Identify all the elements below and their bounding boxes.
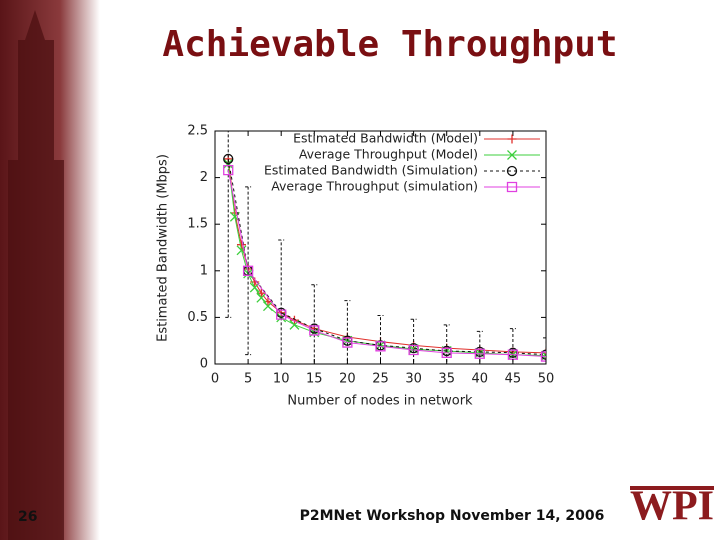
legend-label: Average Throughput (Model) bbox=[299, 147, 478, 162]
y-axis-label: Estimated Bandwidth (Mbps) bbox=[156, 154, 171, 342]
x-tick-label: 20 bbox=[339, 372, 356, 387]
page-number: 26 bbox=[18, 509, 37, 525]
marker bbox=[408, 344, 419, 356]
error-bar bbox=[509, 328, 516, 364]
y-tick-label: 1.5 bbox=[187, 217, 208, 232]
marker bbox=[540, 351, 546, 362]
marker bbox=[474, 348, 485, 359]
marker bbox=[375, 341, 386, 352]
series-line bbox=[227, 170, 546, 358]
error-bar bbox=[443, 324, 450, 364]
marker bbox=[507, 349, 519, 360]
slide-title: Achievable Throughput bbox=[162, 24, 617, 65]
legend-label: Estimated Bandwidth (Model) bbox=[293, 131, 478, 146]
error-bar bbox=[225, 131, 232, 318]
error-bar bbox=[543, 337, 546, 364]
marker bbox=[276, 309, 287, 320]
error-bar bbox=[344, 300, 351, 364]
marker bbox=[540, 349, 546, 360]
legend-label: Average Throughput (simulation) bbox=[271, 179, 478, 194]
marker bbox=[256, 292, 267, 303]
x-tick-label: 5 bbox=[244, 372, 252, 387]
marker bbox=[507, 134, 517, 144]
marker bbox=[289, 315, 299, 325]
y-tick-label: 1 bbox=[200, 263, 208, 278]
marker bbox=[223, 153, 234, 165]
x-tick-label: 35 bbox=[438, 372, 455, 387]
y-tick-label: 0.5 bbox=[187, 310, 208, 325]
marker bbox=[242, 265, 254, 276]
marker bbox=[236, 240, 246, 250]
legend-label: Estimated Bandwidth (Simulation) bbox=[264, 163, 478, 178]
marker bbox=[441, 347, 452, 358]
error-bar bbox=[476, 330, 483, 364]
x-tick-label: 50 bbox=[538, 372, 555, 387]
plot-area bbox=[223, 131, 546, 364]
error-bar bbox=[377, 315, 384, 364]
marker bbox=[309, 325, 320, 336]
x-tick-label: 0 bbox=[211, 372, 219, 387]
y-tick-label: 0 bbox=[200, 357, 208, 372]
marker bbox=[223, 164, 234, 176]
x-tick-label: 45 bbox=[505, 372, 522, 387]
x-tick-label: 15 bbox=[306, 372, 323, 387]
marker bbox=[507, 150, 517, 160]
logo-bar bbox=[630, 486, 714, 490]
footer: P2MNet Workshop November 14, 2006 bbox=[300, 508, 605, 524]
tower-silhouette bbox=[8, 10, 64, 540]
marker bbox=[506, 181, 518, 193]
logo: WPI bbox=[630, 484, 714, 530]
error-bar bbox=[410, 318, 417, 364]
x-tick-label: 40 bbox=[472, 372, 489, 387]
error-bar bbox=[278, 239, 285, 364]
x-tick-label: 10 bbox=[273, 372, 290, 387]
error-bar bbox=[245, 186, 252, 356]
error-bar bbox=[311, 284, 318, 364]
x-tick-label: 30 bbox=[405, 372, 422, 387]
x-tick-label: 25 bbox=[372, 372, 389, 387]
x-axis-label: Number of nodes in network bbox=[287, 394, 473, 409]
series-line bbox=[227, 158, 546, 356]
marker bbox=[506, 165, 518, 177]
y-tick-label: 2.5 bbox=[187, 124, 208, 139]
marker bbox=[342, 337, 353, 348]
y-tick-label: 2 bbox=[200, 170, 208, 185]
marker bbox=[263, 301, 273, 312]
marker bbox=[249, 282, 260, 293]
